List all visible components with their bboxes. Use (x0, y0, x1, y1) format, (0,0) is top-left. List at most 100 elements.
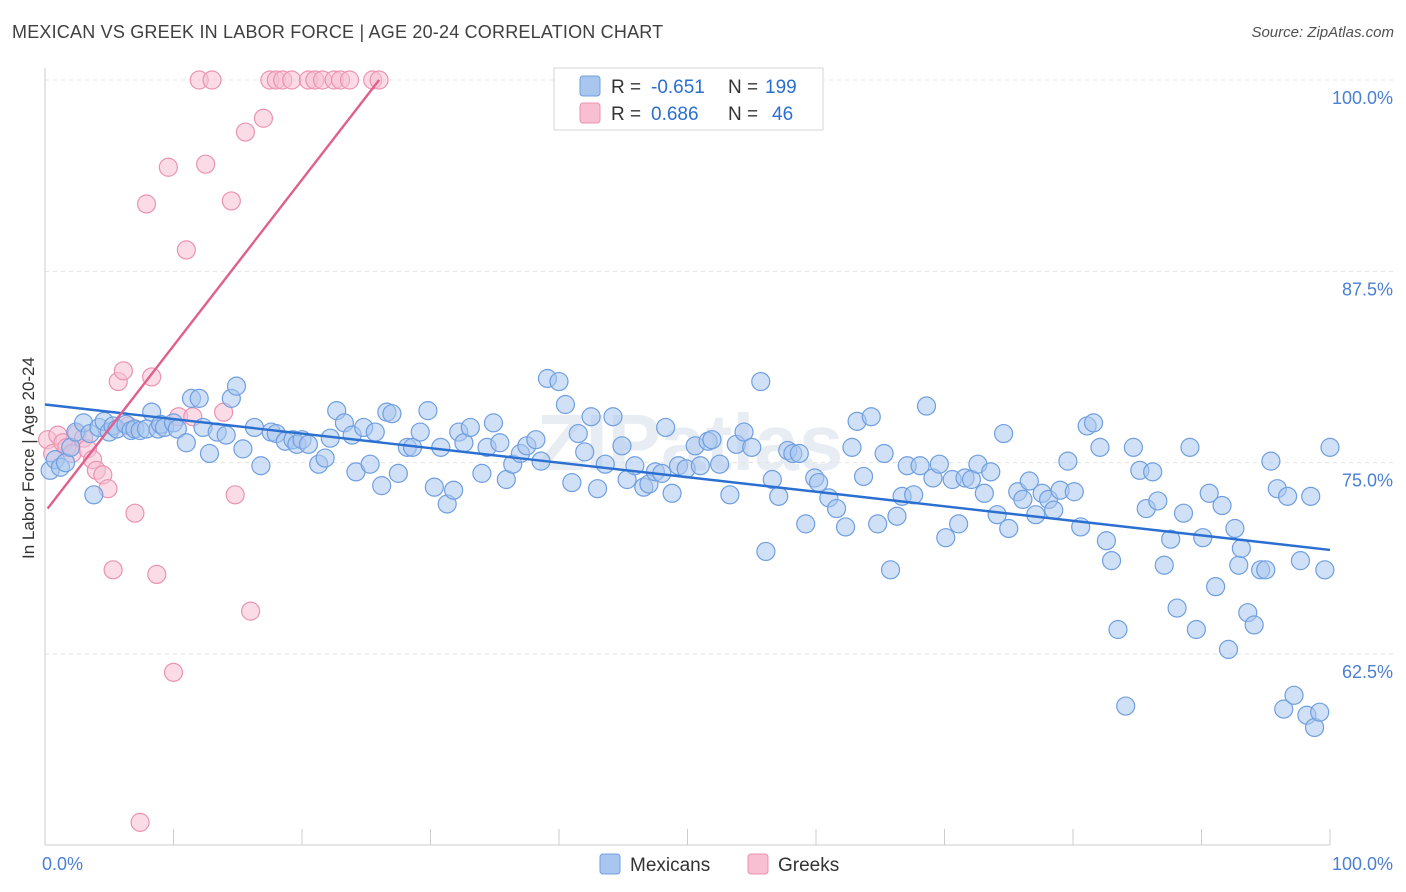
greeks-point-25 (176, 240, 196, 260)
trend-lines (44, 79, 1331, 552)
n-label-mexicans: N = (728, 77, 758, 98)
mexicans-point-111 (762, 469, 782, 490)
mexicans-swatch (579, 75, 601, 97)
mexicans-point-128 (880, 560, 901, 580)
greeks-point-32 (225, 485, 245, 505)
mexicans-point-180 (1212, 495, 1232, 516)
mexicans-point-71 (483, 413, 504, 433)
mexicans-point-115 (789, 443, 809, 464)
mexicans-point-118 (808, 472, 829, 493)
greeks-point-33 (235, 122, 256, 142)
mexicans-point-88 (603, 407, 623, 427)
mexicans-point-196 (1301, 486, 1321, 506)
mexicans-point-163 (1101, 551, 1122, 571)
mexicans-point-177 (1193, 528, 1213, 548)
n-label-greeks: N = (728, 104, 758, 125)
mexicans-point-171 (1154, 555, 1174, 575)
greeks-point-28 (196, 154, 216, 174)
mexicans-point-134 (916, 396, 937, 416)
greeks-point-23 (163, 662, 184, 682)
mexicans-point-133 (910, 456, 930, 476)
mexicans-point-77 (526, 430, 546, 450)
mexicans-point-175 (1180, 437, 1200, 457)
mexicans-point-80 (549, 371, 569, 392)
mexicans-point-31 (216, 425, 236, 445)
mexicans-point-178 (1199, 483, 1219, 503)
mexicans-point-172 (1161, 529, 1181, 549)
greeks-point-22 (158, 157, 178, 177)
y-tick-label-0: 100.0% (1332, 88, 1393, 108)
greeks-trend-line (46, 79, 381, 510)
mexicans-point-33 (226, 376, 247, 396)
mexicans-point-108 (742, 437, 762, 457)
mexicans-point-65 (444, 480, 464, 500)
mexicans-point-146 (994, 423, 1014, 444)
x-ticks (44, 829, 1331, 845)
y-tick-label-2: 75.0% (1342, 471, 1393, 491)
mexicans-point-176 (1186, 619, 1206, 640)
mexicans-point-27 (189, 388, 209, 408)
mexicans-point-183 (1229, 555, 1249, 575)
y-axis-title: In Labor Force | Age 20-24 (19, 357, 38, 559)
mexicans-point-192 (1277, 486, 1298, 506)
mexicans-point-139 (949, 514, 969, 534)
greeks-point-31 (221, 191, 241, 211)
mexicans-point-144 (981, 462, 1001, 482)
mexicans-point-103 (702, 430, 722, 450)
r-value-greeks: 0.686 (651, 104, 699, 125)
mexicans-point-191 (1274, 699, 1294, 719)
mexicans-point-121 (835, 517, 856, 537)
r-value-mexicans: -0.651 (651, 77, 705, 98)
mexicans-point-86 (587, 479, 608, 499)
mexicans-point-200 (1320, 437, 1340, 457)
mexicans-point-160 (1083, 413, 1104, 433)
mexicans-point-157 (1064, 482, 1084, 502)
mexicans-point-182 (1225, 518, 1245, 539)
mexicans-point-43 (298, 434, 319, 454)
mexicans-point-105 (720, 485, 740, 505)
greeks-point-39 (282, 70, 302, 90)
greeks-point-34 (241, 601, 261, 621)
legend-greeks-label: Greeks (778, 855, 839, 876)
mexicans-point-189 (1261, 451, 1281, 471)
mexicans-point-186 (1244, 615, 1264, 635)
mexicans-point-52 (360, 454, 380, 474)
mexicans-point-169 (1143, 462, 1163, 482)
mexicans-point-199 (1315, 560, 1335, 580)
mexicans-point-136 (929, 454, 949, 474)
y-tick-label-1: 87.5% (1342, 279, 1393, 299)
mexicans-point-104 (710, 454, 730, 474)
mexicans-point-53 (365, 422, 385, 442)
mexicans-point-82 (562, 472, 582, 493)
mexicans-point-89 (612, 436, 632, 456)
mexicans-point-96 (656, 417, 676, 438)
mexicans-point-137 (936, 528, 956, 548)
mexicans-point-125 (861, 407, 881, 427)
greeks-point-21 (147, 564, 167, 585)
mexicans-point-36 (251, 456, 271, 476)
mexicans-point-164 (1108, 619, 1128, 640)
greeks-point-15 (113, 361, 133, 381)
mexicans-point-110 (756, 541, 776, 562)
y-tick-labels: 100.0% 87.5% 75.0% 62.5% (1332, 88, 1393, 682)
mexicans-point-127 (874, 443, 894, 464)
mexicans-point-147 (999, 518, 1019, 539)
mexicans-point-181 (1218, 639, 1239, 660)
legend-mexicans-label: Mexicans (630, 855, 710, 876)
mexicans-point-198 (1310, 702, 1330, 722)
mexicans-point-68 (460, 417, 480, 438)
mexicans-point-124 (853, 466, 874, 487)
mexicans-point-193 (1284, 685, 1304, 705)
mexicans-point-81 (555, 394, 576, 415)
mexicans-point-85 (581, 407, 601, 427)
mexicans-point-112 (769, 486, 789, 506)
mexicans-point-61 (418, 401, 438, 421)
mexicans-point-188 (1256, 560, 1276, 580)
greeks-point-13 (103, 560, 123, 580)
mexicans-trend-line (44, 403, 1331, 552)
mexicans-point-107 (734, 422, 754, 442)
greeks-point-19 (136, 194, 157, 214)
mexicans-point-149 (1013, 489, 1033, 510)
mexicans-point-162 (1096, 531, 1117, 551)
